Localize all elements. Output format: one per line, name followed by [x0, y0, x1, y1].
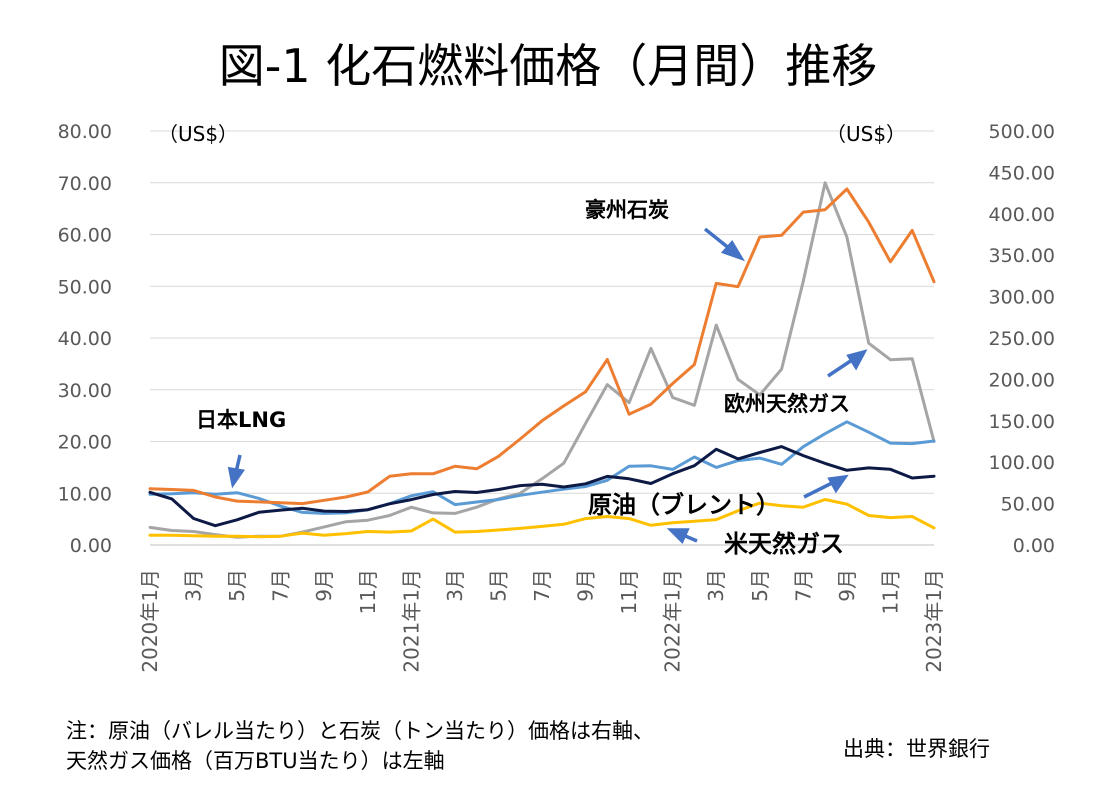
- left-tick-label: 20.00: [58, 432, 112, 454]
- x-tick-label: 2021年1月: [399, 569, 423, 673]
- right-axis-unit: （US$）: [826, 122, 906, 146]
- right-tick-label: 300.00: [989, 287, 1055, 309]
- right-tick-label: 450.00: [989, 162, 1055, 184]
- gridlines: [150, 130, 934, 546]
- arrow-us-gas: [666, 528, 698, 545]
- right-tick-label: 400.00: [989, 204, 1055, 226]
- label-eu-gas: 欧州天然ガス: [724, 392, 850, 416]
- source: 出典：世界銀行: [843, 737, 990, 761]
- x-tick-label: 3月: [704, 569, 728, 602]
- arrow-coal: [703, 227, 746, 262]
- x-axis: 2020年1月 3月 5月 7月 9月 11月 2021年1月 3月 5月 7月 9月 11月 2022…: [138, 569, 946, 673]
- note: 注：原油（バレル当たり）と石炭（トン当たり）価格は右軸、 天然ガス価格（百万BT…: [66, 716, 654, 776]
- x-tick-label: 9月: [835, 569, 859, 602]
- x-tick-label: 7月: [269, 569, 293, 602]
- x-tick-label: 9月: [574, 569, 598, 602]
- right-axis: 500.00 450.00 400.00 350.00 300.00 250.00 200.…: [989, 121, 1055, 557]
- note-line-1: 注：原油（バレル当たり）と石炭（トン当たり）価格は右軸、: [66, 719, 654, 743]
- x-tick-label: 2023年1月: [922, 569, 946, 673]
- left-tick-label: 30.00: [58, 380, 112, 402]
- series-line-原油（ブレント）: [148, 445, 936, 528]
- left-tick-label: 40.00: [58, 328, 112, 350]
- left-axis: 80.00 70.00 60.00 50.00 40.00 30.00 20.00 10.00…: [58, 121, 112, 557]
- x-tick-label: 11月: [617, 569, 641, 614]
- series-line-日本LNG: [148, 420, 936, 515]
- label-lng: 日本LNG: [196, 408, 286, 432]
- arrow-eu-gas: [827, 349, 868, 378]
- x-tick-label: 2020年1月: [138, 569, 162, 673]
- left-tick-label: 80.00: [58, 121, 112, 143]
- right-tick-label: 150.00: [989, 411, 1055, 433]
- right-tick-label: 50.00: [1001, 494, 1055, 516]
- x-tick-label: 5月: [748, 569, 772, 602]
- left-tick-label: 10.00: [58, 483, 112, 505]
- left-tick-label: 50.00: [58, 276, 112, 298]
- x-tick-label: 2022年1月: [661, 569, 685, 673]
- x-tick-label: 11月: [878, 569, 902, 614]
- right-tick-label: 100.00: [989, 452, 1055, 474]
- x-tick-label: 11月: [356, 569, 380, 614]
- series-lines: [148, 181, 936, 539]
- left-axis-unit: （US$）: [158, 122, 238, 146]
- series-line-米天然ガス: [148, 498, 936, 539]
- x-tick-label: 7月: [791, 569, 815, 602]
- left-tick-label: 60.00: [58, 225, 112, 247]
- x-tick-label: 3月: [443, 569, 467, 602]
- label-oil: 原油（ブレント）: [588, 491, 780, 519]
- right-tick-label: 350.00: [989, 245, 1055, 267]
- right-tick-label: 200.00: [989, 369, 1055, 391]
- x-tick-label: 3月: [182, 569, 206, 602]
- x-tick-label: 5月: [225, 569, 249, 602]
- left-tick-label: 0.00: [70, 535, 112, 557]
- arrows: [227, 227, 868, 545]
- right-tick-label: 250.00: [989, 328, 1055, 350]
- note-line-2: 天然ガス価格（百万BTU当たり）は左軸: [66, 749, 445, 773]
- right-tick-label: 0.00: [1013, 535, 1055, 557]
- arrow-oil: [803, 474, 849, 499]
- chart-title: 図-1 化石燃料価格（月間）推移: [219, 39, 878, 93]
- right-tick-label: 500.00: [989, 121, 1055, 143]
- x-tick-label: 9月: [312, 569, 336, 602]
- label-coal: 豪州石炭: [585, 198, 669, 222]
- series-line-豪州石炭: [148, 187, 936, 506]
- x-tick-label: 7月: [530, 569, 554, 602]
- arrow-lng: [227, 454, 246, 489]
- label-us-gas: 米天然ガス: [724, 530, 844, 558]
- left-tick-label: 70.00: [58, 173, 112, 195]
- x-tick-label: 5月: [486, 569, 510, 602]
